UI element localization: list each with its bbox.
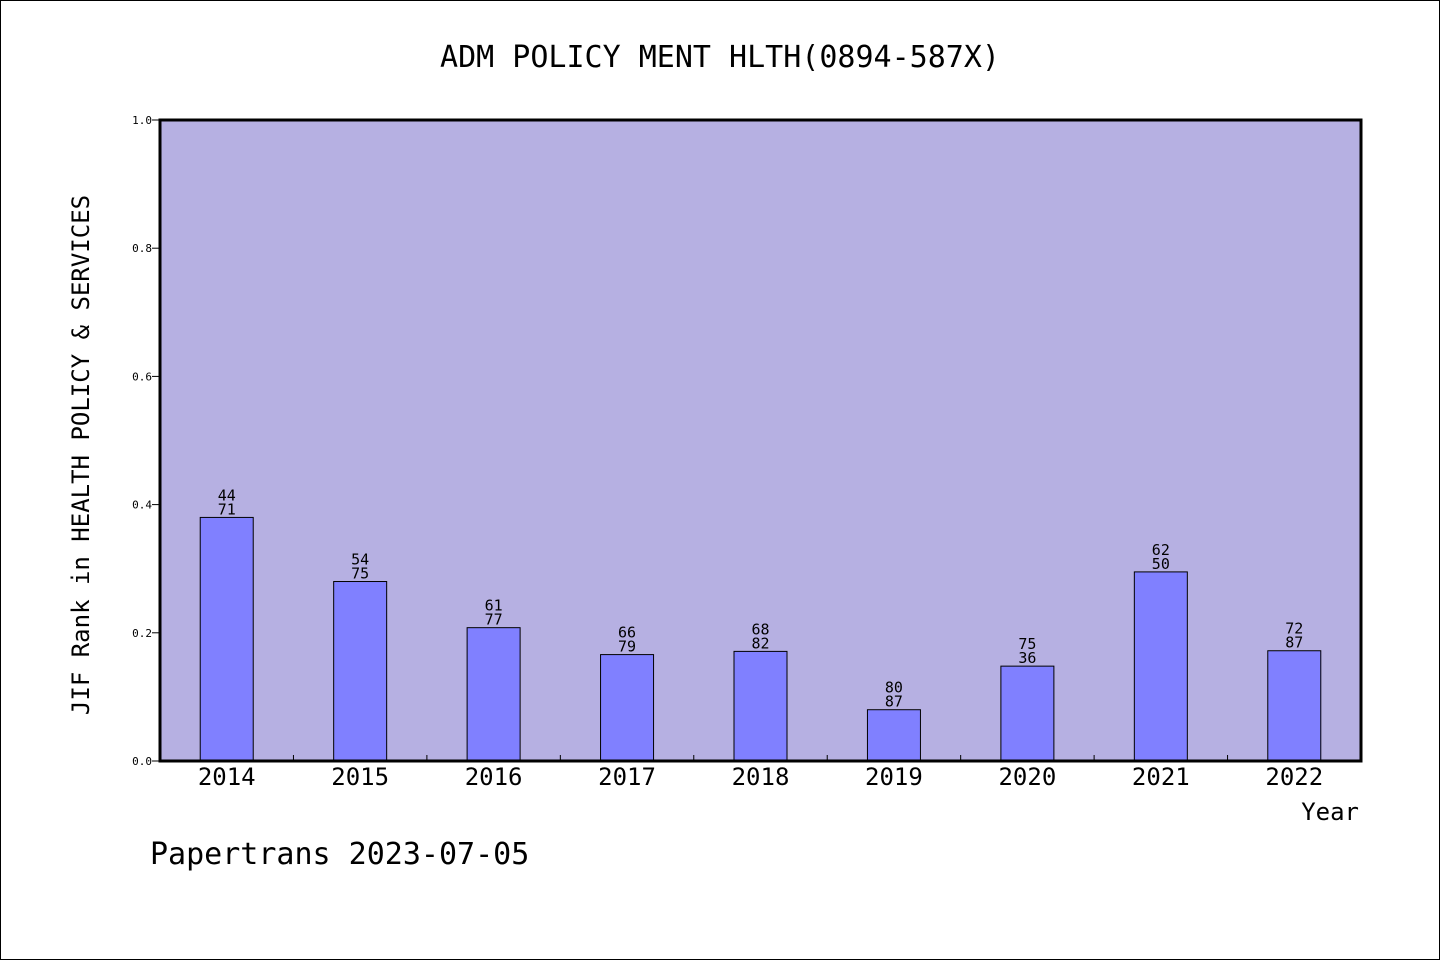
- bar-data-label: 72: [1285, 620, 1303, 638]
- chart-title: ADM POLICY MENT HLTH(0894-587X): [440, 40, 1000, 75]
- bar-data-label: 50: [1152, 555, 1170, 573]
- x-tick-label: 2016: [465, 763, 523, 791]
- y-tick-label: 0.6: [132, 370, 152, 383]
- y-tick-label: 0.8: [132, 242, 152, 255]
- bar-data-label: 66: [618, 624, 636, 642]
- y-tick-label: 0.4: [132, 499, 152, 512]
- x-tick-label: 2014: [198, 763, 256, 791]
- y-tick-label: 1.0: [132, 114, 152, 127]
- bar-data-label: 75: [1018, 635, 1036, 653]
- bar-data-label: 68: [751, 620, 769, 638]
- x-tick-label: 2017: [598, 763, 656, 791]
- bar-data-label: 79: [618, 638, 636, 656]
- x-tick-label: 2020: [998, 763, 1056, 791]
- x-tick-label: 2018: [732, 763, 790, 791]
- bar-2016: [466, 627, 521, 762]
- bar-2015: [333, 581, 388, 762]
- bar-data-label: 36: [1018, 649, 1036, 667]
- footer-text: Papertrans 2023-07-05: [150, 837, 529, 872]
- bar-data-label: 44: [218, 486, 236, 504]
- bar-2018: [733, 650, 788, 762]
- bar-data-label: 87: [885, 693, 903, 711]
- y-tick-label: 0.0: [132, 755, 152, 768]
- bar-data-label: 80: [885, 679, 903, 697]
- y-tick-label: 0.2: [132, 627, 152, 640]
- bar-data-label: 87: [1285, 634, 1303, 652]
- plot-border: [158, 118, 1363, 763]
- bar-2022: [1267, 650, 1322, 762]
- x-axis-label: Year: [1301, 798, 1359, 826]
- bar-data-label: 54: [351, 551, 369, 569]
- bar-2021: [1133, 571, 1188, 762]
- bar-data-label: 61: [485, 597, 503, 615]
- bar-2017: [600, 654, 655, 762]
- bar-data-label: 71: [218, 500, 236, 518]
- bar-2020: [1000, 665, 1055, 762]
- y-axis-label: JIF Rank in HEALTH POLICY & SERVICES: [67, 195, 95, 715]
- bar-2019: [866, 709, 921, 762]
- x-tick-label: 2021: [1132, 763, 1190, 791]
- bar-data-label: 62: [1152, 541, 1170, 559]
- bar-data-label: 75: [351, 565, 369, 583]
- x-tick-label: 2015: [331, 763, 389, 791]
- y-axis-ticks: 0.0 0.2 0.4 0.6 0.8 1.0: [132, 114, 160, 768]
- bar-data-label: 77: [485, 611, 503, 629]
- x-tick-label: 2019: [865, 763, 923, 791]
- x-tick-label: 2022: [1265, 763, 1323, 791]
- bar-2014: [199, 516, 254, 762]
- bar-data-label: 82: [751, 634, 769, 652]
- x-axis-ticks: 2014 2015 2016 2017 2018 2019 2020 2021 2022: [198, 755, 1323, 791]
